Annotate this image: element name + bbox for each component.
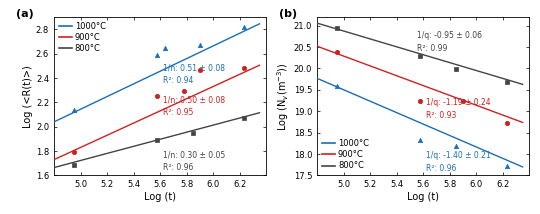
Point — [70, 163, 78, 166]
Point — [239, 67, 248, 70]
Point — [502, 122, 511, 125]
Point — [333, 26, 341, 30]
Y-axis label: Log (<R(t)>): Log (<R(t)>) — [23, 65, 33, 128]
Point — [70, 108, 78, 111]
X-axis label: Log (t): Log (t) — [407, 192, 439, 202]
Point — [502, 164, 511, 168]
Point — [333, 51, 341, 54]
Point — [239, 116, 248, 120]
Text: (a): (a) — [16, 9, 33, 19]
Point — [502, 80, 511, 84]
Text: 1/n: 0.50 ± 0.08
R²: 0.95: 1/n: 0.50 ± 0.08 R²: 0.95 — [163, 95, 225, 117]
Text: 1/n: 0.30 ± 0.05
R²: 0.96: 1/n: 0.30 ± 0.05 R²: 0.96 — [163, 150, 225, 172]
Point — [70, 151, 78, 154]
Point — [416, 55, 425, 58]
Text: (b): (b) — [279, 9, 297, 19]
Point — [153, 138, 161, 142]
Point — [153, 95, 161, 98]
Point — [239, 25, 248, 29]
Legend: 1000°C, 900°C, 800°C: 1000°C, 900°C, 800°C — [58, 21, 107, 54]
X-axis label: Log (t): Log (t) — [144, 192, 176, 202]
Point — [452, 145, 461, 148]
Text: 1/q: -0.95 ± 0.06
R²: 0.99: 1/q: -0.95 ± 0.06 R²: 0.99 — [416, 31, 482, 53]
Point — [161, 46, 170, 49]
Point — [153, 53, 161, 56]
Point — [416, 99, 425, 102]
Y-axis label: Log (N$_v$(m$^{-3}$)): Log (N$_v$(m$^{-3}$)) — [275, 62, 291, 131]
Point — [333, 84, 341, 87]
Point — [452, 68, 461, 71]
Point — [458, 99, 467, 102]
Text: 1/q: -1.40 ± 0.21
R²: 0.96: 1/q: -1.40 ± 0.21 R²: 0.96 — [426, 151, 490, 172]
Point — [416, 138, 425, 141]
Legend: 1000°C, 900°C, 800°C: 1000°C, 900°C, 800°C — [321, 138, 370, 171]
Point — [195, 43, 204, 47]
Text: 1/q: -1.19 ± 0.24
R²: 0.93: 1/q: -1.19 ± 0.24 R²: 0.93 — [426, 98, 490, 120]
Text: 1/n: 0.51 ± 0.08
R²: 0.94: 1/n: 0.51 ± 0.08 R²: 0.94 — [163, 64, 225, 85]
Point — [195, 68, 204, 71]
Point — [189, 131, 198, 135]
Point — [180, 90, 188, 93]
